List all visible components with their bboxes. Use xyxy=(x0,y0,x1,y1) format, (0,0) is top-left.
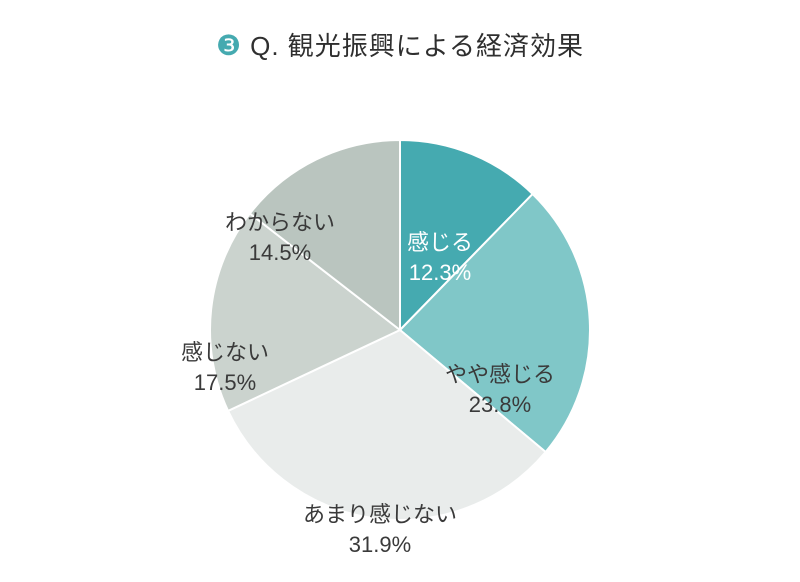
slice-label: やや感じる xyxy=(445,362,555,387)
chart-title: ❸ Q. 観光振興による経済効果 xyxy=(0,26,800,63)
slice-percent: 12.3% xyxy=(409,260,471,285)
slice-percent: 31.9% xyxy=(349,532,411,557)
title-text: 観光振興による経済効果 xyxy=(288,31,584,61)
slice-label: 感じない xyxy=(181,340,269,365)
pie-chart: 感じる 12.3% やや感じる 23.8% あまり感じない 31.9% 感じない 17.5% わ… xyxy=(0,90,800,570)
slice-percent: 14.5% xyxy=(249,240,311,265)
title-number-icon: ❸ xyxy=(216,30,242,61)
slice-label: あまり感じない xyxy=(303,502,457,527)
slice-label: わからない xyxy=(225,210,335,235)
slice-percent: 17.5% xyxy=(194,370,256,395)
title-prefix: Q. xyxy=(250,31,279,61)
slice-label: 感じる xyxy=(407,230,473,255)
slice-percent: 23.8% xyxy=(469,392,531,417)
